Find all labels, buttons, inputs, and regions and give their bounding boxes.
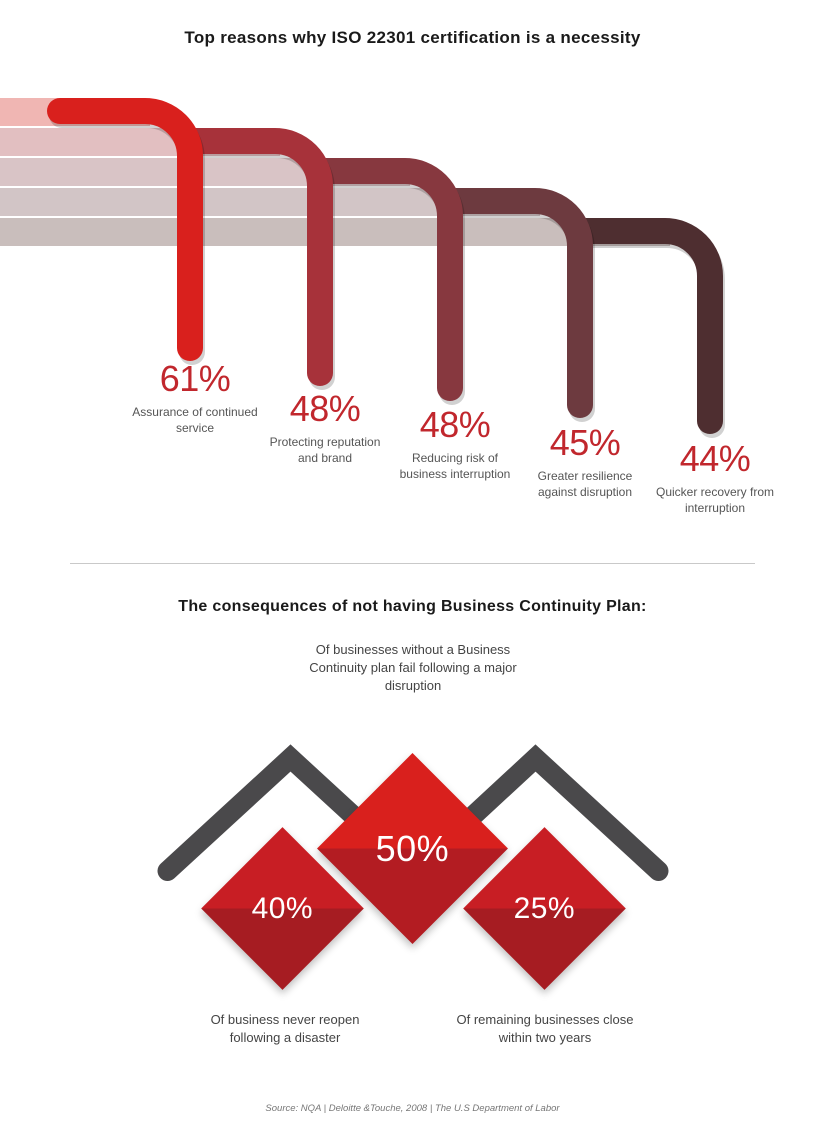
stat-item: 48% Reducing risk of business interruptio… — [380, 404, 530, 482]
diamond-left-value: 40% — [252, 891, 314, 925]
stat-value: 48% — [380, 404, 530, 446]
main-title: Top reasons why ISO 22301 certification … — [0, 0, 825, 48]
diamond-top-text: Of businesses without a Business Continu… — [298, 641, 528, 696]
diamond-left-text: Of business never reopen following a dis… — [195, 1011, 375, 1047]
source-citation: Source: NQA | Deloitte &Touche, 2008 | T… — [0, 1103, 825, 1134]
section-divider — [70, 563, 755, 564]
stat-item: 45% Greater resilience against disruption — [510, 422, 660, 500]
stat-value: 44% — [640, 438, 790, 480]
stat-label: Assurance of continued service — [120, 404, 270, 436]
stat-value: 48% — [250, 388, 400, 430]
stat-value: 45% — [510, 422, 660, 464]
stat-label: Quicker recovery from interruption — [640, 484, 790, 516]
diamond-right-text: Of remaining businesses close within two… — [455, 1011, 635, 1047]
infographic-container: Top reasons why ISO 22301 certification … — [0, 0, 825, 1134]
stat-item: 48% Protecting reputation and brand — [250, 388, 400, 466]
stat-item: 44% Quicker recovery from interruption — [640, 438, 790, 516]
stat-item: 61% Assurance of continued service — [120, 358, 270, 436]
stat-value: 61% — [120, 358, 270, 400]
diamond-right-value: 25% — [514, 891, 576, 925]
diamond-chart: Of businesses without a Business Continu… — [0, 641, 825, 1091]
stat-label: Protecting reputation and brand — [250, 434, 400, 466]
diamond-center-value: 50% — [376, 828, 450, 870]
stat-label: Greater resilience against disruption — [510, 468, 660, 500]
stat-label: Reducing risk of business interruption — [380, 450, 530, 482]
cascade-chart: 61%Assurance of continued service48%Prot… — [0, 48, 825, 553]
subtitle: The consequences of not having Business … — [0, 598, 825, 616]
